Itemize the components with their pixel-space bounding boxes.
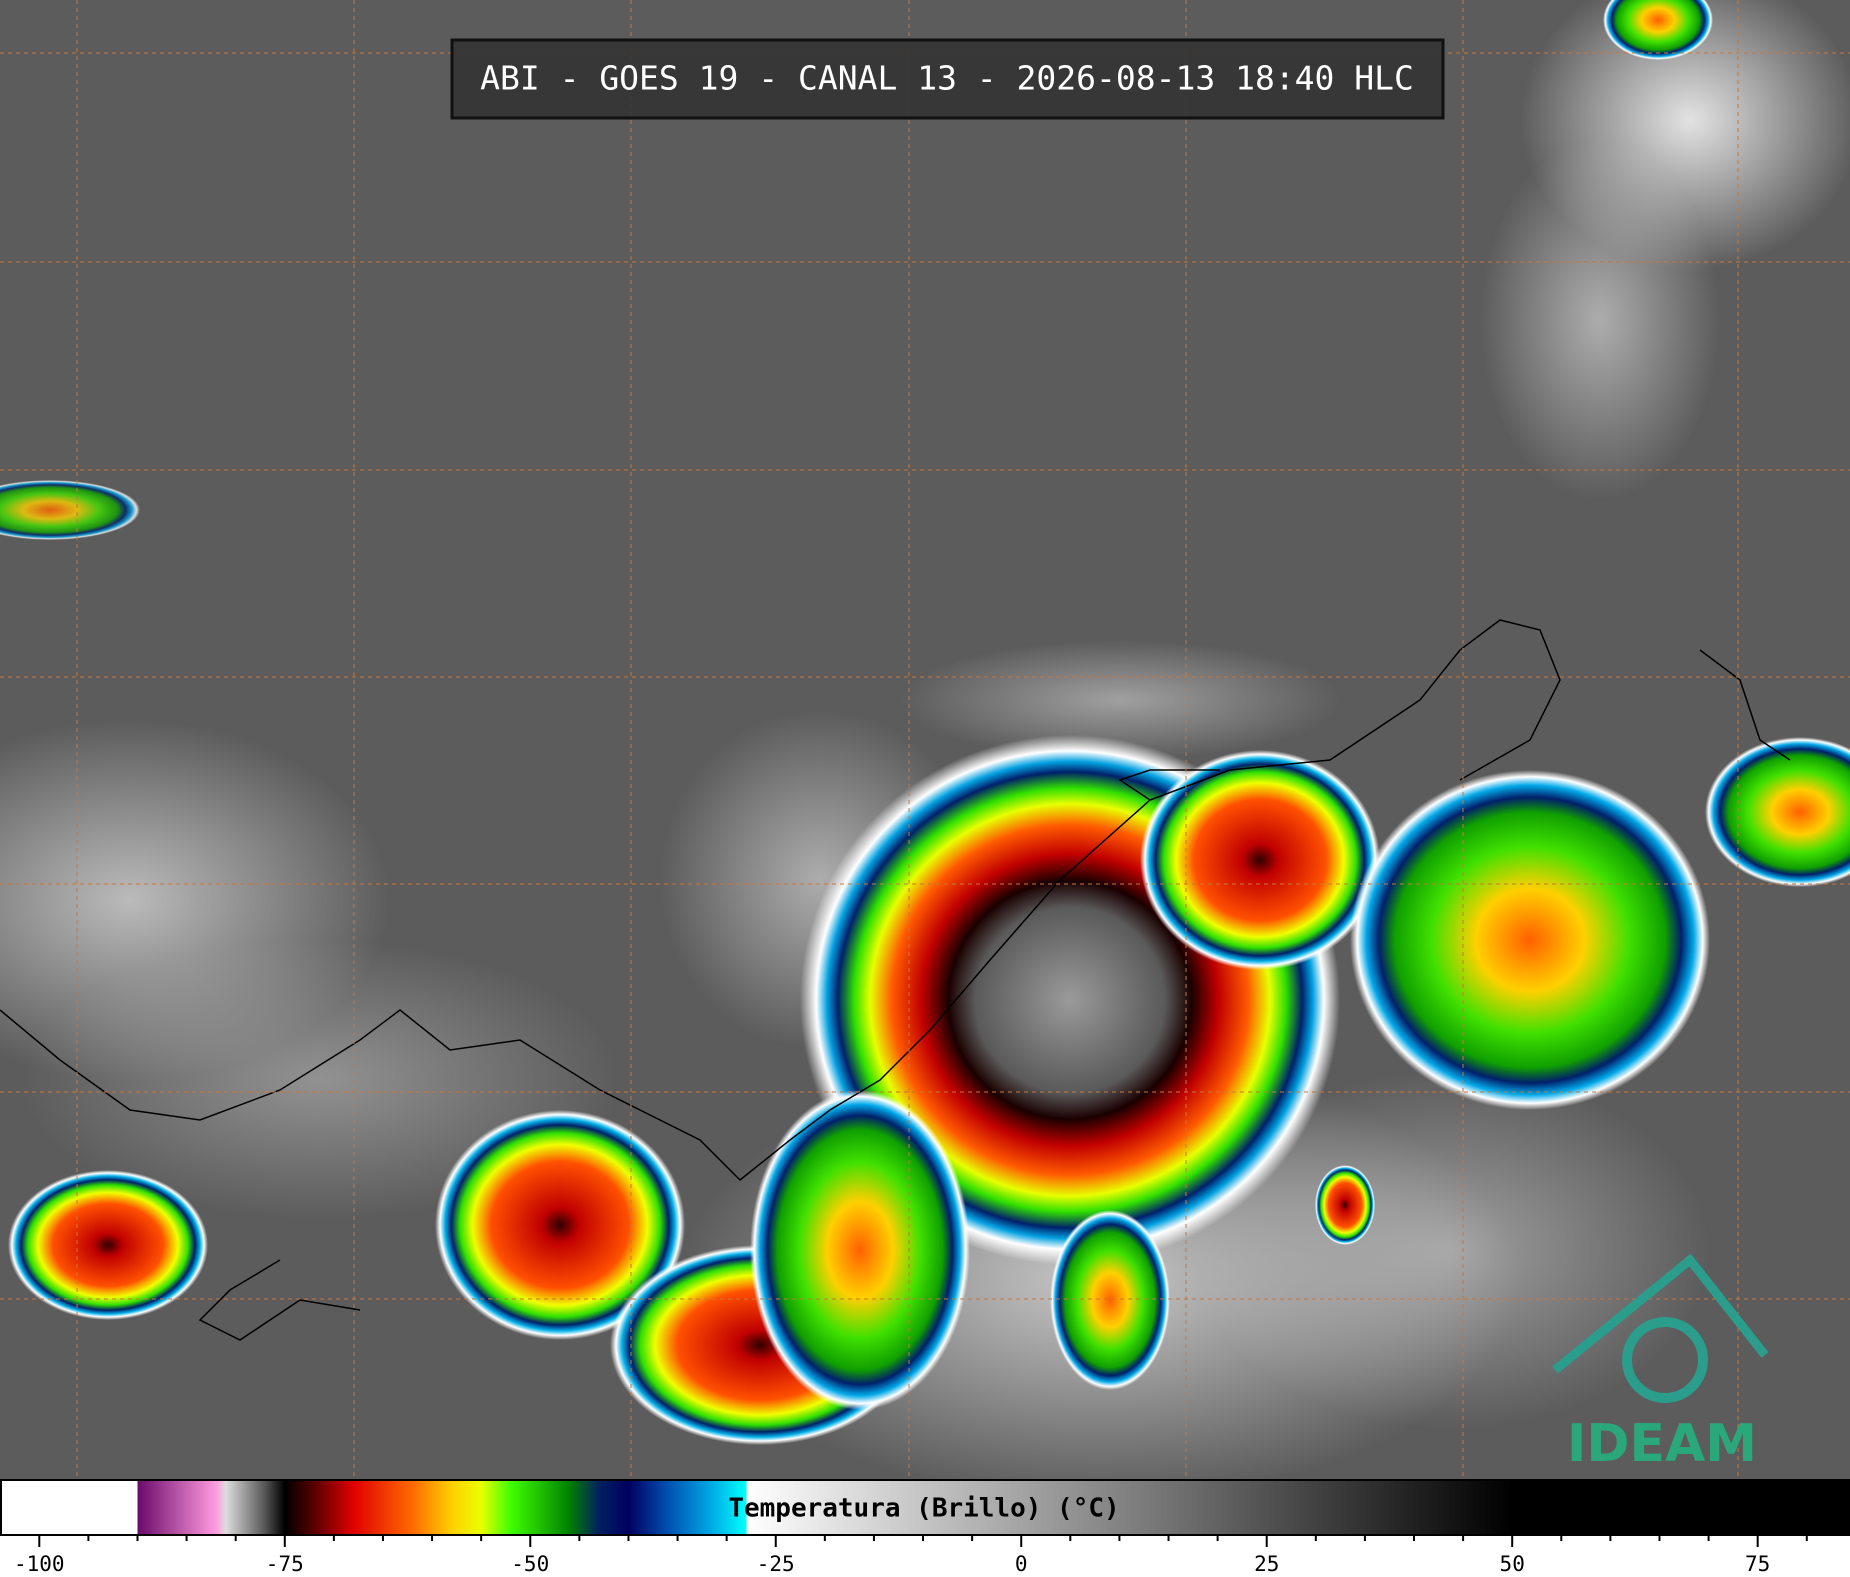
colorbar	[0, 1479, 1850, 1536]
colorbar-tick-label: 50	[1500, 1552, 1525, 1576]
logo: IDEAM	[1552, 1253, 1769, 1474]
colorbar-tick-label: -25	[757, 1552, 795, 1576]
title-box	[450, 38, 1445, 120]
colorbar-tick-label: -75	[266, 1552, 304, 1576]
storm-cells	[0, 0, 1850, 1445]
colorbar-ticks: -100 -75 -50 -25 0 25 50 75	[14, 1535, 1808, 1576]
colorbar-tick-label: -50	[511, 1552, 549, 1576]
logo-text: IDEAM	[1567, 1414, 1757, 1474]
coastlines	[0, 619, 1791, 1341]
lat-lon-grid	[0, 0, 1850, 1478]
title: ABI - GOES 19 - CANAL 13 - 2026-08-13 18…	[480, 59, 1414, 98]
colorbar-tick-label: 75	[1745, 1552, 1770, 1576]
colorbar-label: Temperatura (Brillo) (°C)	[728, 1494, 1119, 1524]
logo-swirl	[1622, 1317, 1708, 1403]
colorbar-tick-label: -100	[14, 1552, 65, 1576]
colorbar-tick-label: 25	[1254, 1552, 1279, 1576]
colorbar-tick-label: 0	[1015, 1552, 1028, 1576]
logo-roof	[1552, 1253, 1769, 1374]
